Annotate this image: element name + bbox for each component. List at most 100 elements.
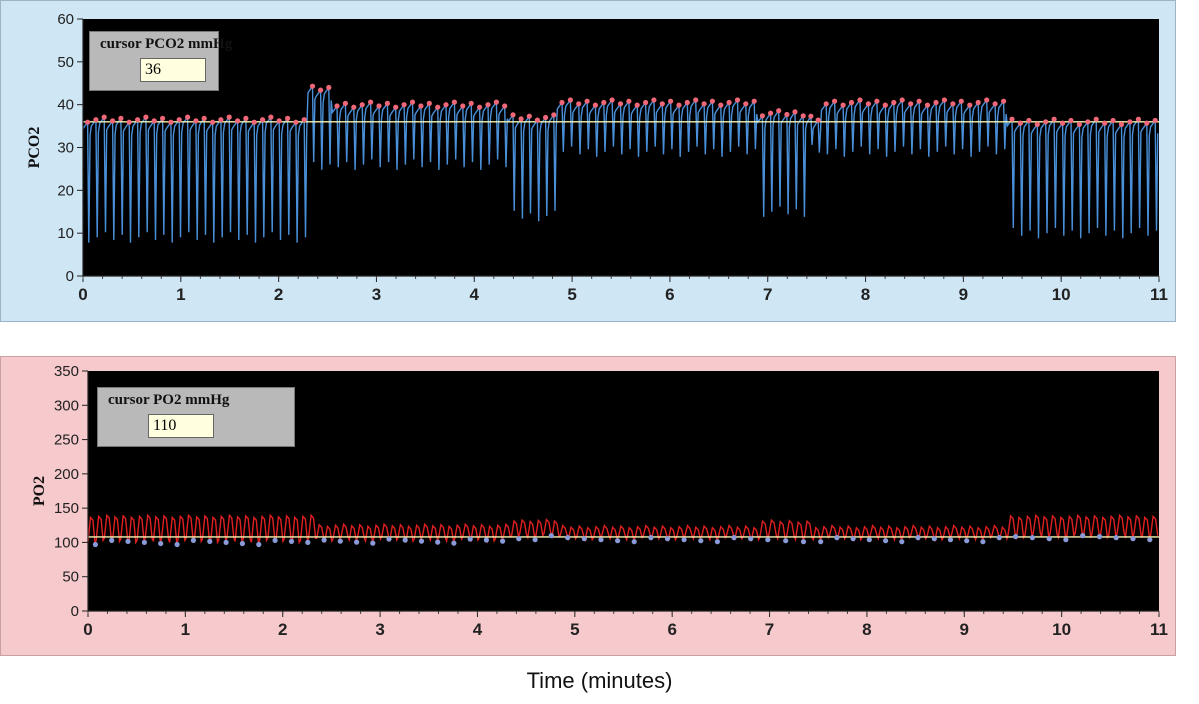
peak-marker	[634, 102, 640, 108]
peak-marker	[776, 108, 782, 114]
trough-marker	[483, 537, 489, 543]
x-tick-label: 9	[960, 620, 969, 639]
peak-marker	[891, 99, 897, 106]
trough-marker	[947, 537, 954, 543]
y-tick-label: 50	[62, 569, 79, 586]
peak-marker	[1001, 98, 1007, 104]
x-tick-label: 11	[1150, 285, 1168, 304]
y-tick-label: 250	[54, 432, 79, 449]
peak-marker	[418, 103, 424, 109]
peak-marker	[840, 102, 846, 108]
peak-marker	[792, 109, 798, 115]
peak-marker	[518, 116, 524, 122]
x-tick-label: 3	[375, 620, 384, 639]
peak-marker	[784, 111, 790, 118]
peak-marker	[193, 118, 199, 124]
peak-marker	[285, 115, 291, 121]
trough-marker	[818, 539, 824, 545]
peak-marker	[958, 98, 964, 104]
x-tick-label: 9	[959, 285, 968, 304]
peak-marker	[101, 114, 107, 120]
x-tick-label: 11	[1150, 620, 1168, 639]
peak-marker	[1009, 116, 1015, 122]
peak-marker	[551, 112, 557, 118]
po2-chart-panel: 0 50 100 150 200 250 300 350 0 1 2 3 4 5 6 7 8 9 10 11 PO2 c…	[0, 356, 1176, 656]
peak-marker	[668, 98, 674, 104]
peak-marker	[967, 102, 973, 108]
peak-marker	[709, 98, 716, 104]
peak-marker	[85, 119, 91, 125]
x-tick-label: 4	[470, 285, 480, 304]
y-tick-label: 350	[54, 363, 79, 380]
peak-marker	[609, 97, 615, 103]
trough-marker	[532, 537, 538, 543]
peak-marker	[151, 118, 157, 124]
peak-marker	[800, 113, 806, 119]
peak-marker	[526, 113, 532, 119]
peak-marker	[684, 99, 690, 106]
trough-marker	[288, 538, 295, 544]
peak-marker	[185, 114, 191, 120]
peak-marker	[559, 99, 565, 106]
pco2-cursor-label: cursor PCO2 mmHg	[100, 36, 233, 52]
peak-marker	[426, 100, 432, 106]
peak-marker	[808, 113, 814, 119]
trough-marker	[899, 539, 905, 545]
y-tick-label: 20	[57, 182, 74, 199]
pco2-cursor-value[interactable]: 36	[140, 58, 206, 82]
po2-trace	[87, 513, 1159, 545]
x-tick-label: 1	[181, 620, 190, 639]
trough-marker	[850, 536, 856, 542]
y-axis-label: PO2	[31, 476, 48, 506]
peak-marker	[751, 98, 757, 104]
peak-marker	[376, 103, 382, 109]
trough-marker	[1029, 535, 1035, 541]
peak-marker	[210, 119, 216, 125]
peak-marker	[93, 117, 99, 123]
trough-marker	[996, 535, 1002, 541]
trough-marker	[698, 538, 704, 544]
y-tick-label: 300	[54, 397, 79, 414]
trough-marker	[748, 536, 754, 542]
trough-marker	[125, 538, 131, 544]
peak-marker	[268, 114, 274, 120]
trough-marker	[980, 539, 986, 545]
peak-marker	[815, 117, 821, 123]
po2-cursor-readout: cursor PO2 mmHg 110	[97, 387, 295, 447]
peak-marker	[950, 101, 956, 107]
peak-marker	[676, 102, 682, 108]
peak-marker	[832, 98, 838, 104]
trough-marker	[548, 533, 554, 539]
peak-marker	[984, 97, 990, 103]
peak-marker	[617, 101, 624, 107]
peak-marker	[1135, 116, 1141, 122]
peak-marker	[502, 103, 508, 109]
y-tick-label: 50	[57, 54, 74, 71]
peak-marker	[235, 118, 241, 124]
x-tick-label: 10	[1052, 285, 1071, 304]
trough-marker	[598, 537, 604, 543]
x-tick-label: 8	[862, 620, 871, 639]
trough-marker	[418, 538, 425, 544]
peak-marker	[251, 119, 257, 125]
x-tick-label: 0	[83, 620, 92, 639]
peak-marker	[1118, 121, 1125, 127]
peak-marker	[460, 103, 466, 109]
peak-marker	[1152, 117, 1158, 124]
peak-marker	[485, 102, 491, 108]
y-tick-label: 60	[57, 11, 74, 28]
peak-marker	[626, 98, 632, 104]
peak-marker	[975, 99, 981, 106]
x-tick-label: 4	[473, 620, 483, 639]
trough-marker	[681, 537, 687, 543]
po2-cursor-label: cursor PO2 mmHg	[108, 392, 230, 408]
po2-cursor-value[interactable]: 110	[148, 414, 214, 438]
peak-marker	[309, 83, 316, 89]
peak-marker	[226, 114, 232, 120]
trough-marker	[223, 539, 229, 545]
peak-marker	[384, 100, 390, 106]
peak-marker	[443, 102, 449, 108]
peak-marker	[401, 102, 407, 108]
trough-marker	[1096, 534, 1103, 540]
trough-marker	[834, 535, 840, 541]
